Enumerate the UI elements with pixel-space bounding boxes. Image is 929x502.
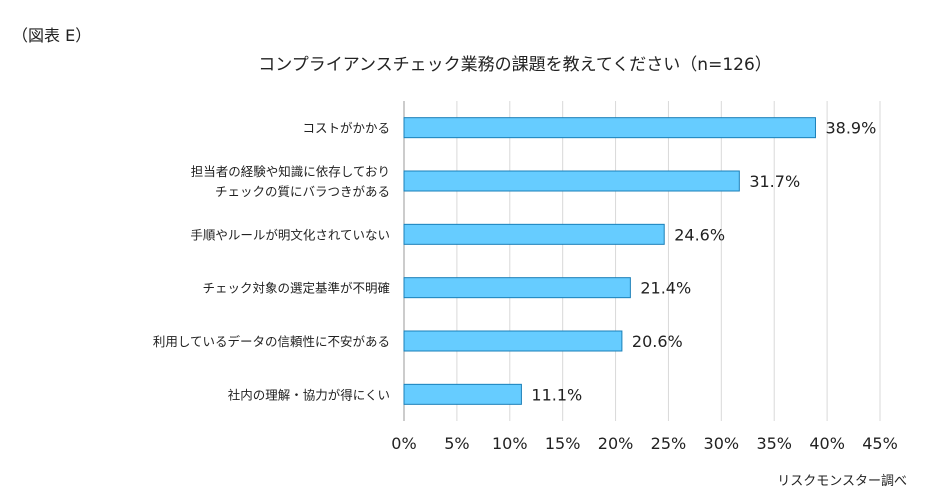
data-label: 20.6% bbox=[632, 332, 683, 351]
chart-title: コンプライアンスチェック業務の課題を教えてください（n=126） bbox=[258, 55, 772, 75]
data-label: 38.9% bbox=[825, 119, 876, 138]
x-tick-label: 30% bbox=[704, 434, 740, 453]
bar bbox=[403, 170, 740, 192]
bar bbox=[403, 223, 665, 245]
x-tick-label: 45% bbox=[862, 434, 898, 453]
x-tick-label: 0% bbox=[391, 434, 416, 453]
bar bbox=[403, 330, 623, 352]
category-label: 利用しているデータの信頼性に不安がある bbox=[153, 334, 390, 349]
bar bbox=[403, 117, 816, 139]
category-label: チェックの質にバラつきがある bbox=[215, 184, 390, 199]
data-label: 11.1% bbox=[531, 385, 582, 404]
data-label: 31.7% bbox=[749, 172, 800, 191]
x-tick-label: 15% bbox=[545, 434, 581, 453]
category-label: チェック対象の選定基準が不明確 bbox=[202, 281, 390, 296]
x-tick-label: 25% bbox=[651, 434, 687, 453]
x-tick-label: 5% bbox=[444, 434, 469, 453]
x-tick-label: 20% bbox=[598, 434, 634, 453]
x-tick-label: 10% bbox=[492, 434, 528, 453]
category-label: 社内の理解・協力が得にくい bbox=[228, 387, 390, 402]
bar bbox=[403, 277, 631, 299]
category-label: コストがかかる bbox=[302, 121, 390, 136]
figure-label: （図表 E） bbox=[12, 26, 92, 45]
bar bbox=[403, 383, 522, 405]
data-label: 21.4% bbox=[640, 279, 691, 298]
source-note: リスクモンスター調べ bbox=[777, 474, 907, 489]
category-label: 担当者の経験や知識に依存しており bbox=[191, 164, 390, 179]
category-label: 手順やルールが明文化されていない bbox=[190, 227, 390, 242]
x-tick-label: 35% bbox=[756, 434, 792, 453]
data-label: 24.6% bbox=[674, 225, 725, 244]
x-tick-label: 40% bbox=[809, 434, 845, 453]
